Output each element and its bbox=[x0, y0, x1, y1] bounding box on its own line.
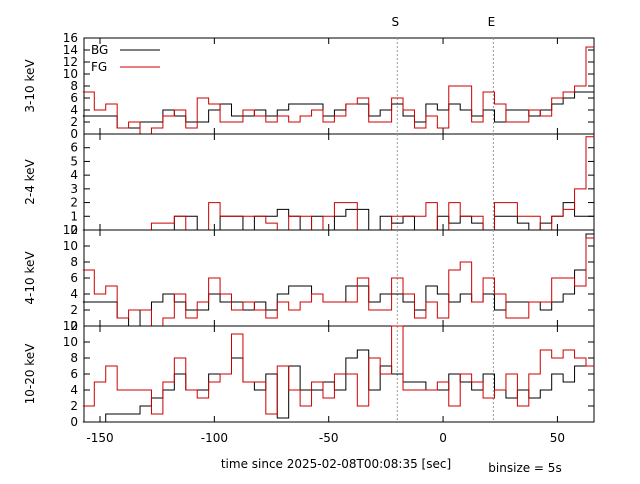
y-tick-label: 12 bbox=[63, 223, 78, 237]
y-tick-label: 0 bbox=[70, 319, 78, 333]
y-tick-label: 10 bbox=[63, 335, 78, 349]
y-tick-label: 12 bbox=[63, 55, 78, 69]
y-tick-label: 6 bbox=[70, 91, 78, 105]
series-fg-line bbox=[82, 325, 594, 415]
y-axis-label: 4-10 keV bbox=[23, 251, 37, 305]
y-tick-label: 6 bbox=[70, 141, 78, 155]
y-tick-label: 2 bbox=[70, 399, 78, 413]
y-axis-label: 2-4 keV bbox=[23, 158, 37, 204]
y-axis-label: 10-20 keV bbox=[23, 343, 37, 405]
y-tick-label: 0 bbox=[70, 127, 78, 141]
y-tick-label: 0 bbox=[70, 223, 78, 237]
y-tick-label: 8 bbox=[70, 255, 78, 269]
y-tick-label: 1 bbox=[70, 209, 78, 223]
y-tick-label: 6 bbox=[70, 271, 78, 285]
y-tick-label: 6 bbox=[70, 367, 78, 381]
y-tick-label: 2 bbox=[70, 115, 78, 129]
series-bg-line bbox=[82, 233, 594, 327]
y-tick-label: 0 bbox=[70, 415, 78, 429]
y-tick-label: 2 bbox=[70, 196, 78, 210]
x-tick-label: 50 bbox=[550, 431, 565, 445]
x-tick-label: -100 bbox=[201, 431, 228, 445]
x-tick-label: -50 bbox=[319, 431, 339, 445]
x-axis-label: time since 2025-02-08T00:08:35 [sec] bbox=[221, 457, 451, 471]
series-bg-line bbox=[82, 91, 594, 129]
y-tick-label: 12 bbox=[63, 319, 78, 333]
y-tick-label: 4 bbox=[70, 383, 78, 397]
y-tick-label: 10 bbox=[63, 239, 78, 253]
panel-frame bbox=[83, 229, 595, 327]
y-tick-label: 8 bbox=[70, 351, 78, 365]
y-tick-label: 2 bbox=[70, 303, 78, 317]
series-bg-line bbox=[82, 349, 594, 423]
marker-label: E bbox=[488, 15, 496, 29]
x-tick-label: -150 bbox=[86, 431, 113, 445]
marker-label: S bbox=[392, 15, 400, 29]
y-tick-label: 4 bbox=[70, 287, 78, 301]
y-tick-label: 5 bbox=[70, 154, 78, 168]
y-tick-label: 4 bbox=[70, 168, 78, 182]
series-fg-line bbox=[82, 136, 594, 231]
y-tick-label: 14 bbox=[63, 43, 78, 57]
series-fg-line bbox=[82, 237, 594, 327]
series-fg-line bbox=[82, 46, 594, 135]
panel-frame bbox=[83, 37, 595, 135]
x-tick-label: 0 bbox=[439, 431, 447, 445]
y-tick-label: 8 bbox=[70, 79, 78, 93]
y-axis-label: 3-10 keV bbox=[23, 59, 37, 113]
legend-label: BG bbox=[91, 43, 108, 57]
legend-label: FG bbox=[91, 60, 107, 74]
y-tick-label: 3 bbox=[70, 182, 78, 196]
binsize-label: binsize = 5s bbox=[488, 461, 561, 475]
y-tick-label: 10 bbox=[63, 67, 78, 81]
y-tick-label: 4 bbox=[70, 103, 78, 117]
y-tick-label: 16 bbox=[63, 31, 78, 45]
